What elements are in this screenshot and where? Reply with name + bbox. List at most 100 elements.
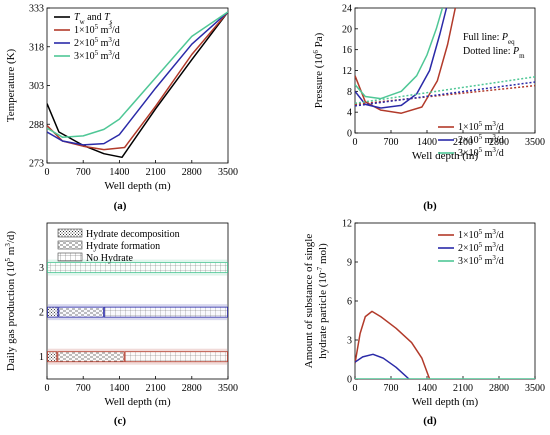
y-tick-label: 12 <box>342 66 352 77</box>
x-tick-label: 1400 <box>109 167 129 178</box>
bar-segment <box>47 351 58 363</box>
axes-panel-3: 0 700 1400 2100 2800 3500 1 2 3 Well depth (m) (c)… <box>4 222 238 427</box>
legend-label: Tw and Ts <box>74 12 113 26</box>
bar-segment <box>58 306 104 318</box>
legend-label: No Hydrate <box>86 253 133 264</box>
y-tick-label: 9 <box>347 258 352 269</box>
y-tick-label: 273 <box>29 159 44 170</box>
y-tick-label: 6 <box>347 297 352 308</box>
x-tick-label: 2100 <box>453 137 473 148</box>
x-tick-label: 0 <box>353 137 358 148</box>
series-line-1 <box>355 310 431 379</box>
y-tick-label: 2 <box>39 308 44 319</box>
legend-swatch <box>57 252 83 262</box>
y-tick-label: 3 <box>347 336 352 347</box>
x-tick-label: 3500 <box>525 383 545 394</box>
series-line-5 <box>355 81 535 107</box>
legend-label: Hydrate decomposition <box>86 229 180 240</box>
legend: 1×105 m3/d2×105 m3/d3×105 m3/d <box>438 120 504 159</box>
series-line-4 <box>47 11 228 138</box>
legend-label: 1×105 m3/d <box>458 228 504 241</box>
bar-segment <box>47 262 228 273</box>
series-line-4 <box>355 84 535 106</box>
x-tick-label: 2800 <box>489 383 509 394</box>
panel-label: (c) <box>114 415 127 427</box>
y-tick-label: 20 <box>342 24 352 35</box>
x-tick-label: 2100 <box>146 167 166 178</box>
series-line-6 <box>355 76 535 105</box>
x-axis-label: Well depth (m) <box>104 180 171 192</box>
y-tick-label: 288 <box>29 120 44 131</box>
y-axis-label: Temperature (K) <box>5 48 17 122</box>
series-line-1 <box>47 11 228 159</box>
annotation-dotted-line: Dotted line: Pm <box>463 46 525 60</box>
legend-label: 3×105 m3/d <box>458 254 504 267</box>
legend: Tw and Ts1×105 m3/d2×105 m3/d3×105 m3/d <box>54 12 120 62</box>
annotation-full-line: Full line: Peq <box>463 32 515 46</box>
axes-panel-1: 0 700 1400 2100 2800 3500 273 288 303 318 333 Well … <box>5 4 238 213</box>
y-tick-label: 0 <box>347 129 352 140</box>
x-tick-label: 700 <box>384 383 399 394</box>
series-line-3 <box>355 8 444 100</box>
series-line-3 <box>47 11 228 146</box>
x-tick-label: 700 <box>76 167 91 178</box>
legend-label: 1×105 m3/d <box>74 23 120 36</box>
y-tick-label: 8 <box>347 87 352 98</box>
x-axis-label: Well depth (m) <box>412 396 479 408</box>
legend-label: 2×105 m3/d <box>74 36 120 49</box>
x-tick-label: 0 <box>45 167 50 178</box>
y-tick-label: 1 <box>39 352 44 363</box>
y-tick-label: 3 <box>39 263 44 274</box>
x-tick-label: 3500 <box>218 383 238 394</box>
legend-label: 2×105 m3/d <box>458 241 504 254</box>
bar-row-2 <box>47 304 228 321</box>
legend-label: 3×105 m3/d <box>458 146 504 159</box>
x-tick-label: 2100 <box>453 383 473 394</box>
legend: 1×105 m3/d2×105 m3/d3×105 m3/d <box>438 228 504 267</box>
y-tick-label: 4 <box>347 108 352 119</box>
plot-frame <box>46 222 229 380</box>
panel-label: (a) <box>114 200 127 212</box>
y-tick-label: 24 <box>342 4 352 15</box>
panel-label: (b) <box>423 200 437 212</box>
x-tick-label: 3500 <box>525 137 545 148</box>
y-tick-label: 303 <box>29 81 44 92</box>
x-tick-label: 2100 <box>146 383 166 394</box>
axes-panel-2: 0 700 1400 2100 2800 3500 0 4 8 12 16 20 24 Well dept… <box>312 4 545 213</box>
x-tick-label: 2800 <box>182 383 202 394</box>
plot-frame <box>354 7 536 134</box>
bar-segment <box>57 351 125 363</box>
y-axis-label: Pressure (106 Pa) <box>312 32 325 108</box>
y-axis-label-line1: Amount of substance of single <box>303 234 315 369</box>
y-tick-label: 333 <box>29 4 44 15</box>
x-axis-label: Well depth (m) <box>412 150 479 162</box>
x-tick-label: 0 <box>353 383 358 394</box>
bar-segment <box>47 306 59 318</box>
x-tick-label: 2800 <box>489 137 509 148</box>
x-axis-label: Well depth (m) <box>104 396 171 408</box>
series-line-2 <box>355 8 448 109</box>
x-tick-label: 0 <box>45 383 50 394</box>
bar-segment <box>124 351 228 363</box>
x-tick-label: 700 <box>384 137 399 148</box>
x-tick-label: 700 <box>76 383 91 394</box>
bar-segment <box>103 306 228 318</box>
y-tick-label: 0 <box>347 375 352 386</box>
legend-label: 3×105 m3/d <box>74 49 120 62</box>
y-tick-label: 318 <box>29 42 44 53</box>
legend-label: Hydrate formation <box>86 241 160 252</box>
y-axis-label: Daily gas production (105 m3/d) <box>4 231 17 372</box>
y-axis-label-line2: hydrate particle (10-7 mol) <box>316 243 329 359</box>
x-tick-label: 1400 <box>417 137 437 148</box>
legend-label: 1×105 m3/d <box>458 120 504 133</box>
legend-swatch <box>57 240 83 250</box>
series-line-2 <box>355 353 410 379</box>
x-tick-label: 1400 <box>109 383 129 394</box>
y-tick-label: 12 <box>342 219 352 230</box>
bar-row-1 <box>47 348 228 365</box>
y-tick-label: 16 <box>342 45 352 56</box>
plot-frame <box>354 222 536 380</box>
x-tick-label: 1400 <box>417 383 437 394</box>
